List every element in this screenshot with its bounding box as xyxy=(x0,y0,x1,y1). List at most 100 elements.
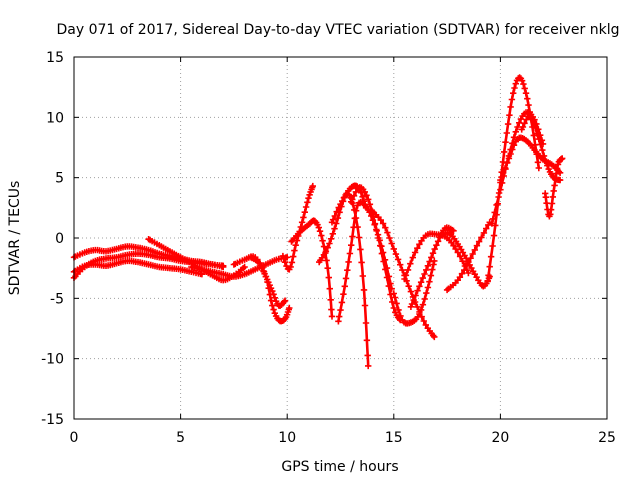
data-point xyxy=(424,284,432,291)
data-point xyxy=(336,313,343,320)
data-point xyxy=(498,173,505,181)
data-point xyxy=(484,278,491,285)
data-point xyxy=(345,191,353,198)
data-point xyxy=(397,261,404,268)
data-point xyxy=(281,297,289,304)
data-point xyxy=(325,274,332,281)
data-point xyxy=(379,220,387,227)
data-point xyxy=(530,119,537,126)
data-point xyxy=(352,207,360,214)
data-point xyxy=(319,237,326,244)
x-tick-label: 10 xyxy=(278,430,296,446)
data-point xyxy=(384,229,391,236)
data-point xyxy=(521,85,528,92)
data-point xyxy=(362,319,370,327)
data-point xyxy=(514,123,521,131)
data-point xyxy=(220,263,227,271)
data-point xyxy=(426,278,433,285)
series-arc-16 xyxy=(401,230,472,283)
data-point xyxy=(491,209,498,216)
data-point xyxy=(423,266,430,274)
data-point xyxy=(510,90,517,97)
data-point xyxy=(506,112,513,119)
series-arc-19 xyxy=(443,219,493,294)
data-point xyxy=(305,195,312,202)
data-point xyxy=(291,247,298,254)
data-point xyxy=(328,306,335,313)
data-point xyxy=(490,232,498,239)
data-point xyxy=(533,130,541,137)
data-point xyxy=(385,282,392,290)
data-point xyxy=(407,288,415,295)
data-point xyxy=(505,155,513,162)
y-tick-label: -5 xyxy=(50,291,64,307)
x-tick-label: 15 xyxy=(385,430,403,446)
data-point xyxy=(534,159,542,166)
tick-layer: 0 5 10 15 20 25 -15 -10 -5 0 5 10 15 xyxy=(41,50,616,446)
data-point xyxy=(500,169,507,176)
data-point xyxy=(521,120,528,127)
data-point xyxy=(414,303,421,311)
data-point xyxy=(366,201,374,208)
data-point xyxy=(478,234,485,241)
y-tick-label: -10 xyxy=(41,352,64,368)
data-point xyxy=(404,266,412,274)
data-point xyxy=(473,242,481,249)
x-tick-label: 0 xyxy=(70,430,79,446)
data-point xyxy=(559,155,566,162)
data-point xyxy=(395,306,402,314)
data-point xyxy=(320,251,328,258)
data-point xyxy=(488,220,496,227)
data-point xyxy=(302,203,310,211)
data-point xyxy=(532,124,539,132)
data-point xyxy=(544,162,551,169)
data-point xyxy=(309,182,316,190)
data-point xyxy=(450,242,457,249)
data-point xyxy=(341,283,348,290)
series-arc-20 xyxy=(484,74,542,285)
data-point xyxy=(414,245,421,252)
data-point xyxy=(409,254,416,261)
data-point xyxy=(519,123,527,131)
data-point xyxy=(345,258,352,266)
data-point xyxy=(421,295,428,303)
data-point xyxy=(331,212,338,220)
data-point xyxy=(424,262,432,269)
data-point xyxy=(269,287,276,295)
data-point xyxy=(416,310,423,318)
data-point xyxy=(525,101,532,109)
series-arc-24 xyxy=(542,155,566,220)
data-point xyxy=(326,285,333,292)
y-tick-label: 10 xyxy=(46,110,64,126)
data-point xyxy=(322,248,330,255)
data-point xyxy=(486,263,493,270)
data-point xyxy=(355,234,363,241)
data-point xyxy=(417,306,425,314)
data-point xyxy=(300,214,307,221)
data-point xyxy=(520,80,527,88)
data-point xyxy=(288,259,296,266)
data-point xyxy=(387,291,394,298)
data-point xyxy=(280,255,287,262)
data-point xyxy=(417,279,425,286)
series-layer xyxy=(70,74,566,370)
data-point xyxy=(431,245,438,253)
data-point xyxy=(290,253,297,260)
data-point xyxy=(390,290,397,297)
data-point xyxy=(383,274,391,281)
data-point xyxy=(269,302,276,309)
data-point xyxy=(266,282,273,289)
data-point xyxy=(301,209,308,216)
series-arc-5 xyxy=(188,254,291,280)
data-point xyxy=(335,204,342,211)
data-point xyxy=(528,115,536,122)
data-point xyxy=(535,164,542,172)
data-point xyxy=(408,300,416,308)
data-point xyxy=(375,234,382,242)
x-tick-label: 5 xyxy=(176,430,185,446)
data-point xyxy=(511,84,518,92)
data-point xyxy=(469,250,476,258)
data-point xyxy=(405,283,412,290)
data-point xyxy=(542,194,549,201)
